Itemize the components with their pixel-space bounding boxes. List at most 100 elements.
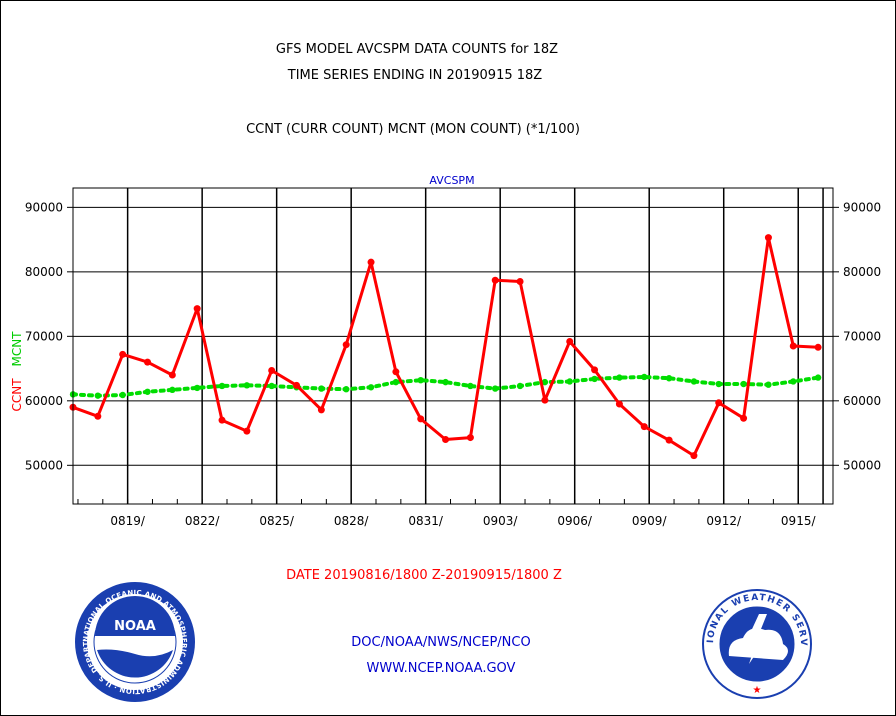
x-tick-label: 0906/ — [557, 514, 593, 528]
noaa-ring-band — [75, 582, 195, 702]
y-tick-label-right: 70000 — [843, 329, 881, 343]
data-point-mcnt — [392, 378, 400, 386]
nws-logo: NATIONAL WEATHER SERVICE ★ — [702, 589, 812, 699]
data-point-mcnt — [94, 392, 102, 399]
data-point-ccnt — [715, 399, 723, 407]
data-point-mcnt — [144, 388, 151, 395]
chart-title-line-1: GFS MODEL AVCSPM DATA COUNTS for 18Z — [276, 42, 558, 57]
noaa-sky — [95, 596, 175, 636]
data-point-ccnt — [690, 452, 698, 460]
noaa-logo: NATIONAL OCEANIC AND ATMOSPHERIC ADMINIS… — [75, 582, 195, 702]
x-tick-label: 0831/ — [408, 514, 444, 528]
y-tick-label-right: 90000 — [843, 200, 881, 214]
data-point-ccnt — [640, 423, 648, 431]
footer-org-path: DOC/NOAA/NWS/NCEP/NCO — [351, 635, 530, 650]
x-tick-label: 0912/ — [706, 514, 742, 528]
data-point-ccnt — [268, 367, 276, 375]
data-point-ccnt — [293, 381, 301, 389]
data-point-ccnt — [740, 414, 748, 422]
data-point-ccnt — [591, 366, 599, 374]
data-point-ccnt — [615, 400, 623, 408]
data-point-ccnt — [144, 358, 152, 366]
data-point-ccnt — [193, 305, 201, 313]
data-point-ccnt — [566, 337, 574, 345]
data-point-mcnt — [591, 375, 598, 383]
y-tick-label-right: 50000 — [843, 458, 881, 472]
data-point-mcnt — [367, 384, 375, 391]
data-point-ccnt — [789, 342, 797, 350]
data-point-mcnt — [119, 391, 126, 399]
chart-subtitle: CCNT (CURR COUNT) MCNT (MON COUNT) (*1/1… — [246, 122, 580, 137]
y-tick-labels: 50000 50000 60000 60000 70000 70000 80000 80000… — [25, 200, 881, 472]
data-point-ccnt — [243, 427, 251, 435]
x-tick-label: 0822/ — [185, 514, 221, 528]
data-point-mcnt — [715, 380, 722, 388]
data-point-mcnt — [442, 378, 449, 386]
series-layer — [69, 234, 822, 460]
data-point-ccnt — [367, 258, 375, 266]
data-point-mcnt — [318, 385, 325, 392]
footer-website: WWW.NCEP.NOAA.GOV — [367, 661, 516, 676]
date-range-label: DATE 20190816/1800 Z-20190915/1800 Z — [286, 568, 562, 583]
y-tick-label-left: 60000 — [25, 394, 63, 408]
data-point-ccnt — [516, 278, 524, 286]
data-point-ccnt — [392, 368, 400, 376]
y-axis-label-ccnt: CCNT — [10, 378, 24, 412]
data-point-mcnt — [740, 380, 747, 388]
data-point-ccnt — [94, 412, 102, 420]
data-point-ccnt — [665, 436, 673, 444]
y-tick-label-left: 70000 — [25, 329, 63, 343]
data-point-mcnt — [516, 382, 524, 390]
chart-title-line-2: TIME SERIES ENDING IN 20190915 18Z — [287, 68, 543, 83]
noaa-center-text: NOAA — [114, 619, 156, 634]
nws-lightning-icon — [747, 614, 769, 664]
data-point-mcnt — [814, 374, 822, 381]
data-point-mcnt — [790, 378, 797, 385]
data-point-mcnt — [417, 376, 424, 384]
data-point-ccnt — [119, 350, 127, 358]
panel-label: AVCSPM — [429, 174, 474, 187]
x-tick-label: 0903/ — [483, 514, 519, 528]
data-point-mcnt — [268, 382, 275, 390]
series-line-ccnt — [72, 236, 819, 458]
y-tick-label-left: 80000 — [25, 265, 63, 279]
data-point-ccnt — [442, 436, 450, 444]
data-point-mcnt — [665, 375, 673, 382]
noaa-sea — [97, 649, 173, 678]
data-point-mcnt — [616, 374, 623, 381]
plot-border — [72, 187, 834, 505]
data-point-ccnt — [168, 371, 176, 379]
nws-star-icon: ★ — [753, 685, 762, 696]
grid-layer — [67, 188, 839, 504]
x-tick-labels: 0819/0822/0825/0828/0831/0903/0906/0909/… — [110, 514, 816, 528]
data-point-mcnt — [243, 382, 251, 389]
data-point-ccnt — [491, 276, 499, 284]
data-point-ccnt — [764, 234, 772, 242]
x-tick-label: 0819/ — [110, 514, 146, 528]
data-point-mcnt — [690, 378, 698, 385]
data-point-ccnt — [417, 415, 425, 423]
y-tick-label-right: 60000 — [843, 394, 881, 408]
data-point-mcnt — [343, 386, 350, 393]
data-point-mcnt — [492, 385, 499, 392]
y-tick-label-right: 80000 — [843, 265, 881, 279]
data-point-mcnt — [765, 381, 772, 388]
y-tick-label-left: 90000 — [25, 200, 63, 214]
x-tick-label: 0828/ — [334, 514, 370, 528]
data-point-ccnt — [814, 343, 822, 351]
data-point-mcnt — [566, 378, 573, 385]
y-tick-label-left: 50000 — [25, 458, 63, 472]
data-point-mcnt — [641, 373, 648, 381]
data-point-ccnt — [342, 341, 350, 349]
data-point-ccnt — [541, 396, 549, 404]
data-point-mcnt — [169, 386, 176, 394]
data-point-mcnt — [193, 384, 201, 392]
x-tick-label: 0909/ — [632, 514, 668, 528]
y-axis-label-mcnt: MCNT — [10, 331, 24, 367]
data-point-ccnt — [466, 434, 474, 442]
data-point-ccnt — [218, 416, 226, 424]
data-point-mcnt — [467, 382, 474, 390]
x-tick-label: 0915/ — [781, 514, 817, 528]
